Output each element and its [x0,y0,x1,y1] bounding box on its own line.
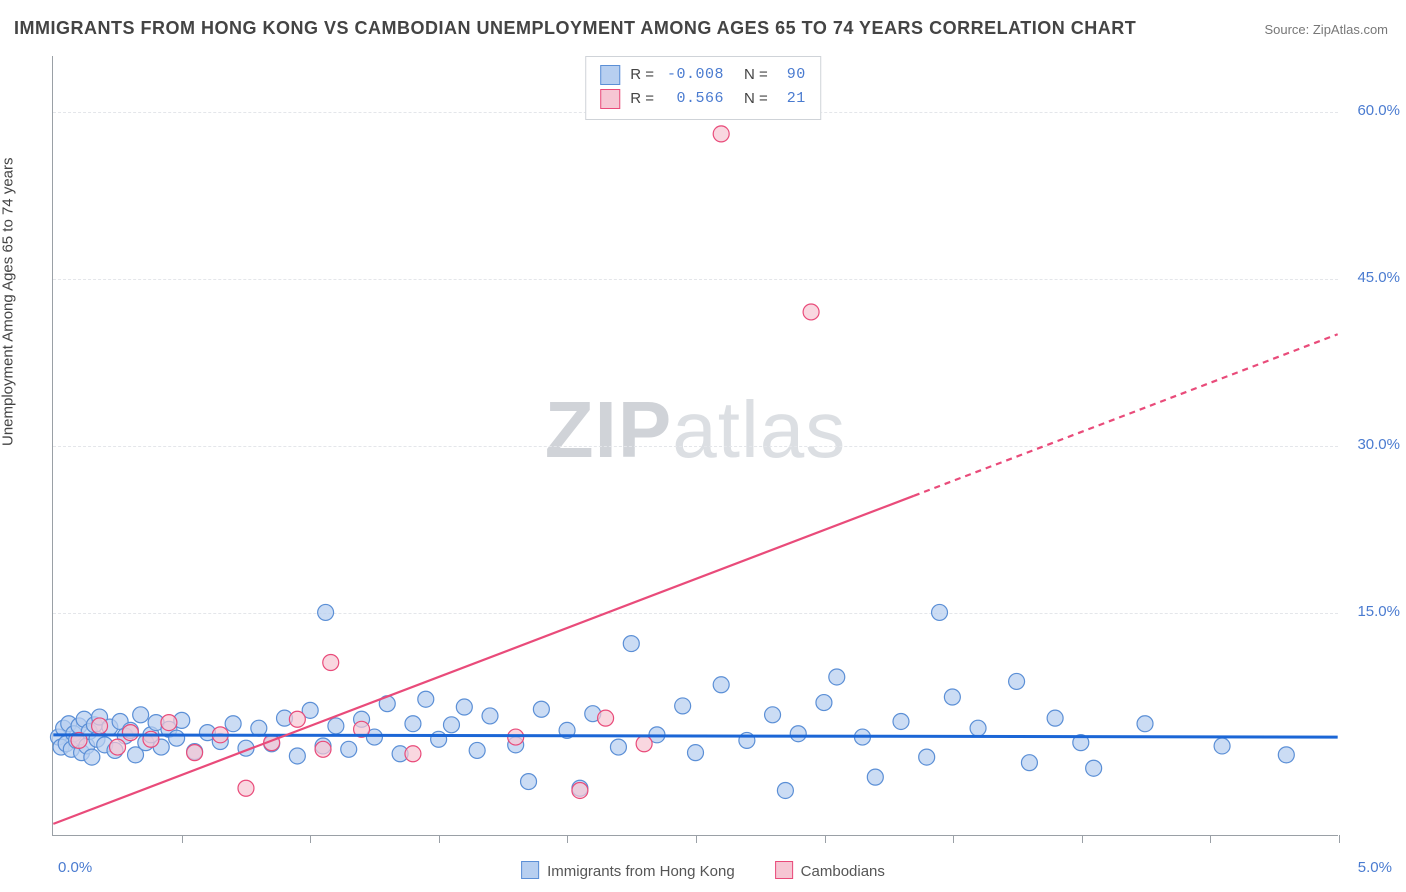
legend-label: Immigrants from Hong Kong [547,863,735,880]
data-point [533,701,549,717]
x-tick [182,835,183,843]
bottom-legend: Immigrants from Hong Kong Cambodians [521,861,885,880]
origin-label: 0.0% [58,859,92,876]
data-point [636,736,652,752]
data-point [790,726,806,742]
source-attribution: Source: ZipAtlas.com [1264,22,1388,37]
corr-swatch [600,65,620,85]
data-point [341,741,357,757]
data-point [122,725,138,741]
data-point [816,695,832,711]
corr-n-eq: N = [744,87,768,111]
data-point [289,748,305,764]
data-point [867,769,883,785]
x-tick [953,835,954,843]
corr-r-val: 0.566 [664,87,724,111]
data-point [1047,710,1063,726]
data-point [110,739,126,755]
y-tick-label: 30.0% [1344,436,1400,453]
data-point [1137,716,1153,732]
data-point [893,713,909,729]
data-point [610,739,626,755]
data-point [1009,673,1025,689]
corr-row: R = -0.008 N = 90 [600,63,806,87]
data-point [225,716,241,732]
x-tick [1210,835,1211,843]
data-point [688,745,704,761]
data-point [713,677,729,693]
data-point [765,707,781,723]
x-tick [696,835,697,843]
y-tick-label: 60.0% [1344,102,1400,119]
plot-area: ZIPatlas 15.0%30.0%45.0%60.0% [52,56,1338,836]
data-point [169,730,185,746]
data-point [418,691,434,707]
corr-row: R = 0.566 N = 21 [600,87,806,111]
xmax-label: 5.0% [1358,859,1392,876]
legend-item: Immigrants from Hong Kong [521,861,735,880]
corr-n-val: 90 [778,63,806,87]
data-point [970,720,986,736]
data-point [919,749,935,765]
corr-r-val: -0.008 [664,63,724,87]
data-point [1086,760,1102,776]
legend-item: Cambodians [775,861,885,880]
correlation-legend: R = -0.008 N = 90 R = 0.566 N = 21 [585,56,821,120]
scatter-svg [53,56,1338,835]
x-tick [310,835,311,843]
y-tick-label: 45.0% [1344,269,1400,286]
legend-label: Cambodians [801,863,885,880]
corr-swatch [600,89,620,109]
data-point [521,774,537,790]
data-point [84,749,100,765]
data-point [238,780,254,796]
y-axis-label: Unemployment Among Ages 65 to 74 years [0,157,17,446]
data-point [713,126,729,142]
x-tick [567,835,568,843]
x-tick [1082,835,1083,843]
data-point [777,782,793,798]
data-point [456,699,472,715]
data-point [328,718,344,734]
data-point [623,636,639,652]
data-point [431,731,447,747]
data-point [318,604,334,620]
corr-r-eq: R = [630,63,654,87]
corr-n-val: 21 [778,87,806,111]
legend-swatch [775,861,793,879]
data-point [289,711,305,727]
data-point [405,746,421,762]
data-point [572,782,588,798]
data-point [829,669,845,685]
x-tick [1339,835,1340,843]
trend-line [914,334,1338,496]
data-point [1021,755,1037,771]
data-point [932,604,948,620]
data-point [405,716,421,732]
data-point [803,304,819,320]
chart-title: IMMIGRANTS FROM HONG KONG VS CAMBODIAN U… [14,18,1136,39]
x-tick [439,835,440,843]
data-point [598,710,614,726]
trend-line [53,735,1337,737]
data-point [443,717,459,733]
x-tick [825,835,826,843]
data-point [92,718,108,734]
legend-swatch [521,861,539,879]
data-point [944,689,960,705]
data-point [315,741,331,757]
data-point [482,708,498,724]
data-point [323,655,339,671]
y-tick-label: 15.0% [1344,603,1400,620]
corr-r-eq: R = [630,87,654,111]
data-point [675,698,691,714]
data-point [133,707,149,723]
corr-n-eq: N = [744,63,768,87]
data-point [187,745,203,761]
data-point [1278,747,1294,763]
trend-line [53,496,914,824]
data-point [469,742,485,758]
data-point [1214,738,1230,754]
data-point [161,715,177,731]
